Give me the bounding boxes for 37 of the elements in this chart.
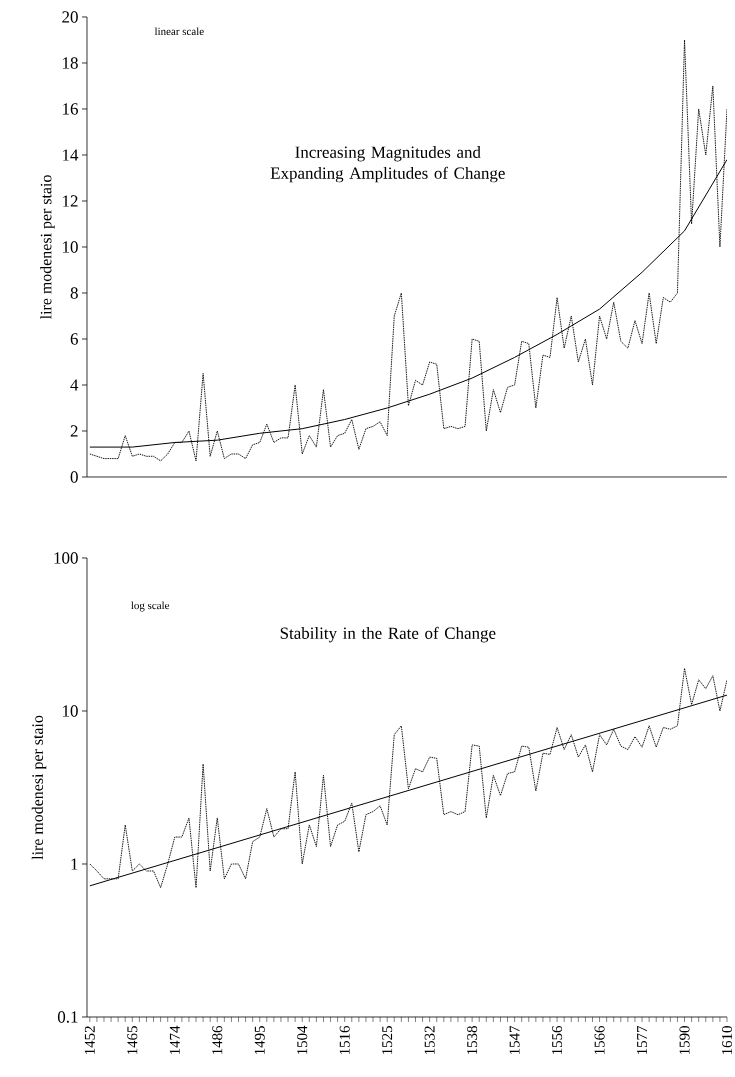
x-tick-label: 1504	[297, 1025, 308, 1055]
y-tick-label: 0	[70, 471, 78, 483]
y-tick-label: 10	[62, 241, 78, 253]
y-tick-label: 20	[62, 11, 78, 23]
annotation: linear scale	[154, 27, 204, 36]
y-tick-label: 10	[62, 705, 78, 717]
y-axis-title: lire modenesi per staio	[40, 175, 55, 320]
text: Stability in the Rate of Change	[280, 626, 496, 643]
y-tick-label: 14	[62, 149, 79, 161]
x-tick-label: 1474	[169, 1025, 180, 1055]
text: Increasing Magnitudes and Expanding Amplitudes of Change	[270, 146, 505, 183]
x-tick-label: 1495	[254, 1026, 265, 1055]
y-tick-label: 6	[70, 333, 78, 345]
x-tick-label: 1566	[594, 1025, 605, 1055]
y-tick-label: 0.1	[57, 1011, 78, 1023]
x-tick-label: 1465	[127, 1026, 138, 1055]
y-tick-label: 2	[70, 425, 78, 437]
y-tick-label: 12	[62, 195, 78, 207]
x-tick-label: 1610	[721, 1026, 732, 1055]
x-tick-label: 1556	[551, 1025, 562, 1055]
y-axis-title: lire modenesi per staio	[31, 715, 47, 860]
x-tick-label: 1486	[212, 1025, 223, 1055]
y-tick-label: 18	[62, 57, 78, 69]
y-tick-label: 16	[62, 103, 78, 115]
x-tick-label: 1525	[381, 1026, 393, 1055]
x-tick-label: 1577	[636, 1025, 647, 1055]
x-tick-label: 1538	[466, 1026, 477, 1055]
x-tick-label: 1532	[424, 1026, 435, 1055]
y-tick-label: 100	[54, 552, 78, 564]
x-tick-label: 1516	[339, 1025, 350, 1055]
y-tick-label: 8	[70, 287, 78, 299]
x-tick-label: 1452	[84, 1026, 95, 1055]
annotation: log scale	[130, 601, 169, 612]
x-tick-label: 1547	[509, 1025, 520, 1055]
x-tick-label: 1590	[679, 1026, 690, 1055]
y-tick-label: 4	[70, 379, 79, 391]
y-tick-label: 1	[71, 858, 78, 870]
